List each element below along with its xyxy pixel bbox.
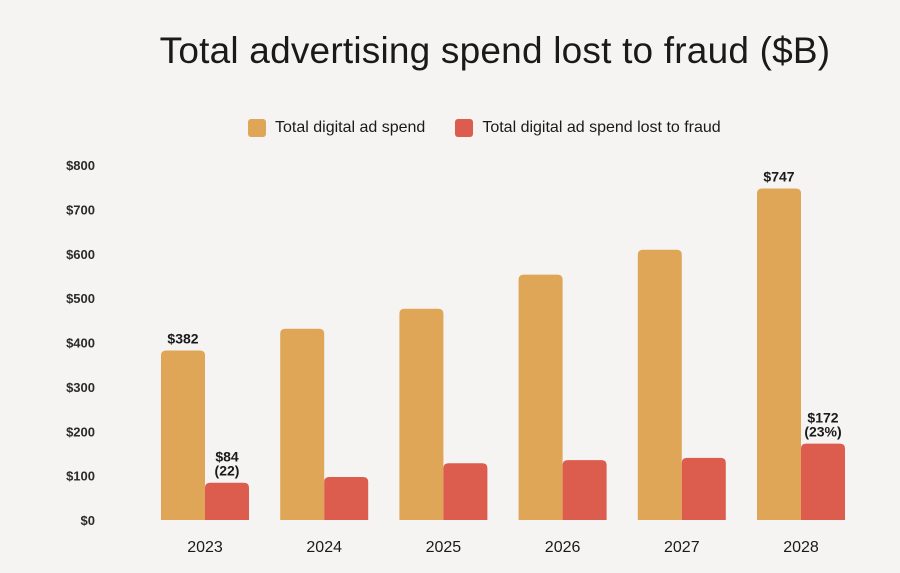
x-tick-label: 2026 (545, 539, 581, 556)
bar-fraud (324, 476, 369, 520)
bar-fraud (443, 463, 488, 520)
bar-ad-spend (280, 328, 325, 520)
y-tick-label: $600 (66, 247, 95, 262)
bar-fraud (801, 443, 845, 520)
bar-ad-spend (757, 188, 801, 521)
data-label: (23%) (804, 424, 841, 440)
x-tick-label: 2028 (783, 539, 819, 556)
bar-fraud (205, 482, 249, 520)
y-tick-label: $300 (66, 380, 95, 395)
legend-label-fraud: Total digital ad spend lost to fraud (482, 119, 721, 136)
legend-swatch-fraud (455, 119, 474, 137)
bar-ad-spend (399, 308, 444, 520)
bar-fraud (562, 460, 607, 520)
legend-swatch-ad-spend (248, 119, 266, 137)
legend: Total digital ad spend Total digital ad … (248, 119, 751, 137)
y-tick-label: $700 (66, 202, 95, 217)
bar-fraud (681, 457, 726, 520)
y-tick-label: $100 (66, 469, 95, 484)
y-tick-label: $400 (66, 336, 95, 351)
legend-label-ad-spend: Total digital ad spend (275, 119, 426, 136)
x-tick-label: 2023 (187, 539, 223, 556)
x-tick-label: 2027 (664, 539, 700, 556)
bar-ad-spend (161, 350, 205, 520)
bar-ad-spend (637, 249, 682, 520)
y-tick-label: $0 (81, 513, 95, 528)
data-label: $172 (807, 410, 838, 426)
y-tick-label: $200 (66, 424, 95, 439)
data-label: $747 (763, 169, 794, 185)
data-label: $382 (167, 330, 198, 346)
y-tick-label: $800 (66, 158, 95, 173)
data-label: $84 (215, 449, 239, 465)
x-tick-label: 2025 (426, 539, 462, 556)
x-tick-label: 2024 (306, 539, 342, 556)
chart-title: Total advertising spend lost to fraud ($… (159, 30, 831, 71)
legend-item-ad-spend: Total digital ad spend (248, 119, 425, 137)
legend-item-fraud: Total digital ad spend lost to fraud (455, 119, 721, 137)
bar-ad-spend (518, 274, 563, 520)
data-label: (22) (215, 463, 240, 479)
y-tick-label: $500 (66, 291, 95, 306)
